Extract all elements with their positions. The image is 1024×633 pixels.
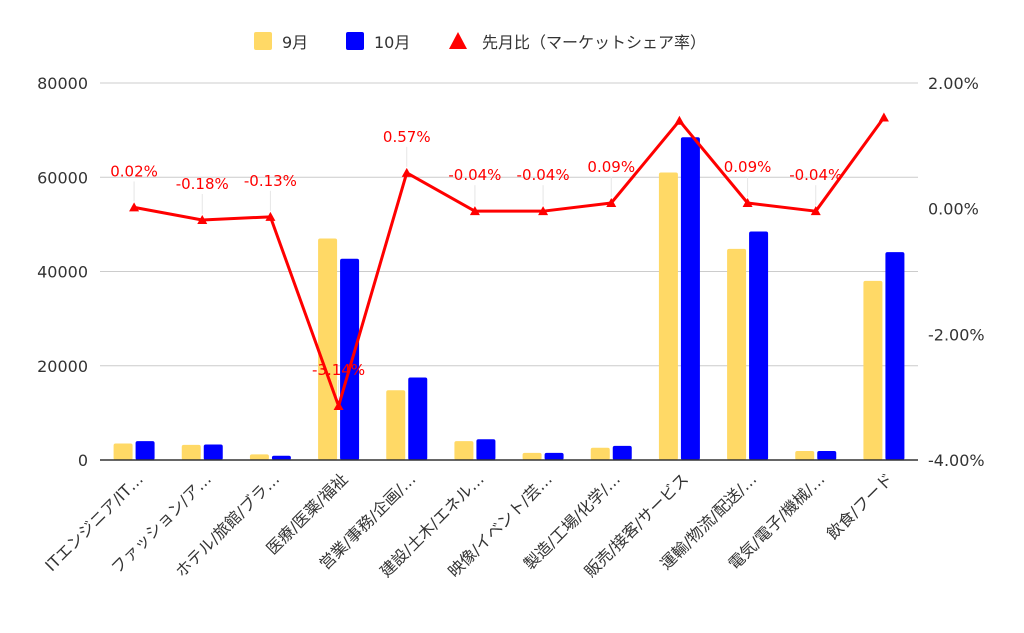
bar-oct	[340, 258, 360, 460]
ratio-marker	[674, 115, 685, 125]
ratio-data-label: -3.14%	[312, 361, 365, 379]
ratio-marker	[469, 206, 480, 216]
ratio-marker	[810, 206, 821, 216]
ratio-data-label: 0.09%	[587, 158, 635, 176]
right-tick-label: 0.00%	[928, 200, 979, 219]
bar-oct	[544, 452, 564, 460]
legend-marker-ratio	[449, 32, 467, 49]
bar-oct	[408, 377, 428, 460]
legend-label-sep: 9月	[282, 33, 308, 52]
ratio-marker	[129, 202, 140, 212]
bar-oct	[817, 451, 837, 460]
gridlines	[100, 82, 918, 367]
ratio-data-label: 0.09%	[724, 158, 772, 176]
ratio-marker	[401, 167, 412, 177]
ratio-marker	[265, 211, 276, 221]
bar-sep	[590, 447, 610, 460]
right-axis: -4.00% -2.00% 0.00% 2.00%	[928, 74, 985, 470]
ratio-data-label: 0.57%	[383, 128, 431, 146]
bar-oct	[135, 441, 155, 460]
ratio-marker	[538, 206, 549, 216]
bar-sep	[658, 172, 678, 460]
right-tick-label: -4.00%	[928, 451, 985, 470]
bar-sep	[318, 238, 338, 460]
bar-oct	[885, 252, 905, 460]
legend-swatch-oct	[346, 32, 364, 50]
bar-oct	[749, 231, 769, 460]
bar-sep	[113, 443, 133, 460]
bar-sep	[181, 444, 201, 460]
left-tick-label: 40000	[37, 263, 88, 282]
left-tick-label: 20000	[37, 357, 88, 376]
ratio-marker	[606, 198, 617, 208]
bar-sep	[454, 441, 474, 460]
legend: 9月 10月 先月比（マーケットシェア率）	[254, 32, 706, 52]
ratio-data-label: -0.04%	[789, 166, 842, 184]
ratio-data-label: -0.13%	[244, 172, 297, 190]
bar-sep	[795, 451, 815, 460]
line-series: 0.02% -0.18% -0.13% -3.14% 0.57% -0.04% -0.04%…	[110, 112, 889, 410]
bar-oct	[271, 455, 291, 460]
right-tick-label: -2.00%	[928, 325, 985, 344]
left-tick-label: 0	[78, 451, 88, 470]
legend-label-ratio: 先月比（マーケットシェア率）	[482, 33, 706, 52]
ratio-marker	[742, 198, 753, 208]
ratio-data-label: -0.04%	[448, 166, 501, 184]
bar-sep	[522, 452, 542, 460]
ratio-data-label: -0.18%	[176, 175, 229, 193]
left-tick-label: 80000	[37, 74, 88, 93]
bars	[113, 137, 905, 460]
bar-sep	[727, 248, 747, 460]
ratio-data-label: 0.02%	[110, 162, 158, 180]
bar-sep	[386, 390, 406, 460]
bar-oct	[203, 444, 223, 460]
ratio-marker	[878, 112, 889, 122]
left-tick-label: 60000	[37, 168, 88, 187]
ratio-data-label: -0.04%	[517, 166, 570, 184]
category-labels: ITエンジニア/IT…ファッション/ア…ホテル/旅館/ブラ…医療/医薬/福祉営業…	[41, 469, 896, 581]
bar-sep	[863, 280, 883, 460]
category-label: 飲食/フード	[823, 469, 897, 543]
bar-oct	[680, 137, 700, 460]
bar-sep	[249, 454, 269, 460]
legend-label-oct: 10月	[374, 33, 410, 52]
ratio-marker	[333, 400, 344, 410]
left-axis: 0 20000 40000 60000 80000	[37, 74, 88, 470]
ratio-marker	[197, 214, 208, 224]
bar-oct	[476, 439, 496, 460]
right-tick-label: 2.00%	[928, 74, 979, 93]
bar-oct	[612, 445, 632, 460]
ratio-line	[133, 116, 886, 408]
legend-swatch-sep	[254, 32, 272, 50]
